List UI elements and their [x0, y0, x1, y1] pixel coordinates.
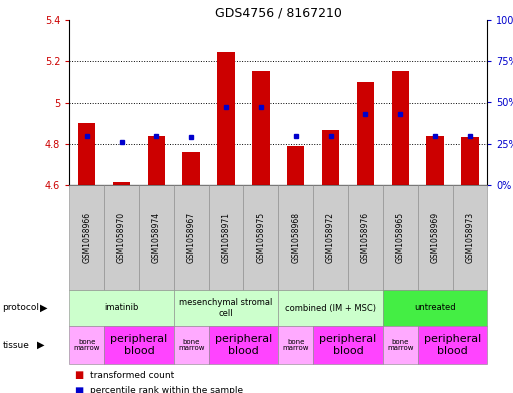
- Text: GSM1058972: GSM1058972: [326, 212, 335, 263]
- Text: GSM1058974: GSM1058974: [152, 212, 161, 263]
- Text: peripheral
blood: peripheral blood: [110, 334, 168, 356]
- Text: imatinib: imatinib: [104, 303, 139, 312]
- Text: GDS4756 / 8167210: GDS4756 / 8167210: [215, 6, 342, 19]
- Text: ■: ■: [74, 370, 84, 380]
- Text: GSM1058966: GSM1058966: [82, 212, 91, 263]
- Bar: [461, 136, 479, 185]
- Text: bone
marrow: bone marrow: [73, 338, 100, 351]
- Text: ▶: ▶: [37, 340, 45, 350]
- Bar: [113, 182, 130, 185]
- Text: GSM1058976: GSM1058976: [361, 212, 370, 263]
- Text: GSM1058967: GSM1058967: [187, 212, 195, 263]
- Text: ▶: ▶: [40, 303, 48, 313]
- Text: GSM1058971: GSM1058971: [222, 212, 230, 263]
- Bar: [426, 136, 444, 185]
- Bar: [287, 146, 304, 185]
- Text: peripheral
blood: peripheral blood: [215, 334, 272, 356]
- Bar: [322, 130, 339, 185]
- Text: percentile rank within the sample: percentile rank within the sample: [90, 386, 243, 393]
- Text: tissue: tissue: [3, 340, 29, 349]
- Text: GSM1058975: GSM1058975: [256, 212, 265, 263]
- Text: ■: ■: [74, 386, 84, 393]
- Text: bone
marrow: bone marrow: [283, 338, 309, 351]
- Text: GSM1058969: GSM1058969: [430, 212, 440, 263]
- Text: GSM1058973: GSM1058973: [465, 212, 475, 263]
- Text: peripheral
blood: peripheral blood: [424, 334, 481, 356]
- Text: peripheral
blood: peripheral blood: [320, 334, 377, 356]
- Bar: [252, 70, 270, 185]
- Text: GSM1058970: GSM1058970: [117, 212, 126, 263]
- Text: transformed count: transformed count: [90, 371, 174, 380]
- Text: bone
marrow: bone marrow: [387, 338, 413, 351]
- Text: GSM1058968: GSM1058968: [291, 212, 300, 263]
- Bar: [148, 136, 165, 185]
- Text: mesenchymal stromal
cell: mesenchymal stromal cell: [180, 298, 273, 318]
- Text: protocol: protocol: [3, 303, 40, 312]
- Text: combined (IM + MSC): combined (IM + MSC): [285, 303, 376, 312]
- Text: GSM1058965: GSM1058965: [396, 212, 405, 263]
- Text: untreated: untreated: [415, 303, 456, 312]
- Bar: [357, 82, 374, 185]
- Bar: [391, 70, 409, 185]
- Bar: [78, 123, 95, 185]
- Bar: [183, 152, 200, 185]
- Bar: [218, 52, 235, 185]
- Text: bone
marrow: bone marrow: [178, 338, 205, 351]
